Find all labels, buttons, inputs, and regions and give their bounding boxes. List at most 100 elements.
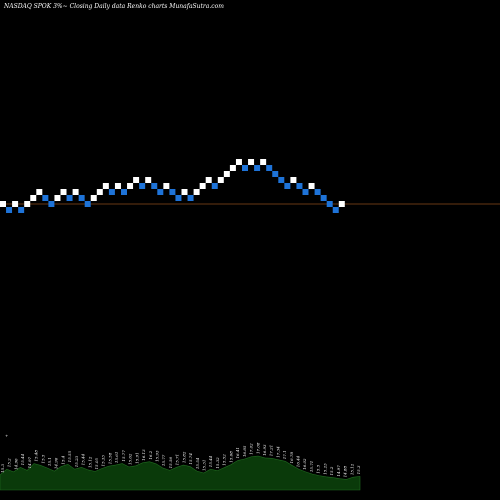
- renko-brick-down: [254, 165, 261, 171]
- price-label: 17.08: [255, 442, 260, 454]
- price-label: 17.1: [282, 450, 287, 459]
- price-label: 15.44: [20, 453, 25, 465]
- price-label: 15.1: [47, 457, 52, 466]
- renko-brick-down: [302, 189, 309, 195]
- price-label: 15.56: [168, 456, 173, 468]
- price-label: 15.2: [329, 466, 334, 475]
- renko-brick-down: [78, 195, 85, 201]
- renko-brick-up: [12, 201, 19, 207]
- price-label: 14.96: [54, 457, 59, 469]
- price-label: 15.5: [40, 454, 45, 463]
- price-label: 15.44: [208, 455, 213, 467]
- price-label: 16.2: [148, 450, 153, 459]
- renko-brick-down: [157, 189, 164, 195]
- renko-brick-down: [169, 189, 176, 195]
- price-label: 15.58: [107, 452, 112, 464]
- renko-brick-down: [151, 183, 158, 189]
- price-label: 15.12: [87, 456, 92, 468]
- renko-brick-down: [326, 201, 333, 207]
- renko-brick-down: [108, 189, 115, 195]
- price-label: 15.71: [175, 454, 180, 465]
- renko-brick-up: [205, 177, 212, 183]
- renko-brick-down: [18, 207, 25, 213]
- price-label: 15.77: [161, 454, 166, 466]
- renko-brick-up: [193, 189, 200, 195]
- price-label: 16.41: [235, 447, 240, 458]
- renko-brick-up: [24, 201, 31, 207]
- renko-brick-down: [278, 177, 285, 183]
- renko-brick-up: [199, 183, 206, 189]
- renko-brick-up: [60, 189, 67, 195]
- renko-bricks: [0, 159, 345, 213]
- price-label: 15.71: [309, 461, 314, 472]
- price-label: 15.93: [154, 450, 159, 462]
- price-label: 17.34: [275, 446, 280, 458]
- renko-brick-up: [217, 177, 224, 183]
- renko-brick-up: [181, 189, 188, 195]
- price-label: 15.44: [81, 453, 86, 465]
- price-label: 15.52: [222, 454, 227, 466]
- volume-marker: +: [5, 433, 8, 438]
- renko-brick-up: [290, 177, 297, 183]
- renko-brick-up: [163, 183, 170, 189]
- price-label: 15.61: [114, 452, 119, 463]
- price-label: 17.21: [269, 445, 274, 456]
- price-label: 15.62: [128, 453, 133, 465]
- price-label: 15.3: [0, 464, 5, 473]
- renko-brick-up: [133, 177, 140, 183]
- renko-brick-down: [84, 201, 91, 207]
- price-label: 15.05: [94, 458, 99, 470]
- renko-brick-up: [54, 195, 61, 201]
- renko-brick-down: [296, 183, 303, 189]
- price-label: 15.91: [134, 452, 139, 463]
- renko-brick-up: [248, 159, 255, 165]
- price-label: 15.23: [74, 455, 79, 467]
- price-label: 16.13: [141, 449, 146, 461]
- price-label: 15.55: [67, 450, 72, 462]
- price-label: 15.12: [349, 463, 354, 475]
- renko-brick-up: [235, 159, 242, 165]
- renko-brick-up: [102, 183, 109, 189]
- price-label: 15.32: [215, 457, 220, 469]
- renko-brick-up: [338, 201, 345, 207]
- renko-brick-down: [284, 183, 291, 189]
- renko-brick-down: [139, 183, 146, 189]
- price-label: 15.4: [60, 455, 65, 464]
- renko-brick-down: [211, 183, 218, 189]
- renko-brick-down: [6, 207, 13, 213]
- price-label: 14.97: [27, 456, 32, 468]
- price-label: 16.93: [262, 444, 267, 456]
- renko-brick-up: [36, 189, 43, 195]
- renko-brick-down: [320, 195, 327, 201]
- price-label: 15.2: [7, 458, 12, 467]
- renko-brick-down: [42, 195, 49, 201]
- renko-brick-up: [229, 165, 236, 171]
- renko-brick-down: [272, 171, 279, 177]
- renko-brick-up: [90, 195, 97, 201]
- price-label: 15.77: [121, 450, 126, 462]
- renko-brick-up: [96, 189, 103, 195]
- price-label: 17.02: [249, 443, 254, 455]
- renko-brick-up: [72, 189, 79, 195]
- renko-brick-up: [30, 195, 37, 201]
- renko-brick-down: [266, 165, 273, 171]
- renko-brick-down: [332, 207, 339, 213]
- renko-brick-up: [260, 159, 267, 165]
- price-label: 15.33: [101, 455, 106, 467]
- renko-brick-up: [114, 183, 121, 189]
- renko-brick-up: [223, 171, 230, 177]
- price-label: 15.31: [202, 460, 207, 471]
- price-label: 15.48: [34, 450, 39, 462]
- volume-area: [0, 455, 361, 491]
- price-label: 14.97: [336, 465, 341, 477]
- price-label: 15.82: [181, 451, 186, 463]
- price-label: 15.23: [322, 463, 327, 475]
- price-label: 14.88: [343, 466, 348, 478]
- renko-brick-down: [121, 189, 127, 195]
- renko-brick-up: [127, 183, 134, 189]
- price-label: 16.85: [242, 445, 247, 457]
- renko-brick-down: [187, 195, 194, 201]
